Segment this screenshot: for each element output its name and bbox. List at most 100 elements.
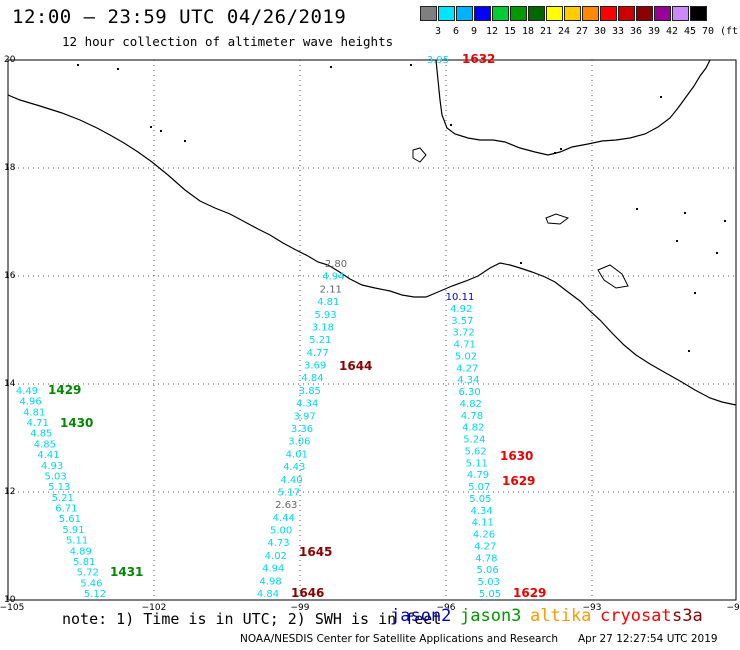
- scale-tick-label: 12: [485, 26, 499, 37]
- units-note: note: 1) Time is in UTC; 2) SWH is in fe…: [62, 610, 442, 628]
- track-c-wave-height: 4.82: [462, 423, 484, 434]
- page-title: 12:00 – 23:59 UTC 04/26/2019: [12, 6, 347, 28]
- scale-swatch: [600, 6, 617, 21]
- track-c-wave-height: 4.82: [460, 399, 482, 410]
- pass-time-label: 1629: [513, 586, 546, 600]
- track-b-wave-height: 2.80: [325, 259, 347, 270]
- coast-speck: [660, 96, 662, 98]
- scale-swatch: [690, 6, 707, 21]
- longitude-label: −96: [437, 603, 456, 613]
- track-a-wave-height: 5.11: [66, 536, 88, 547]
- scale-tick-label: 39: [647, 26, 661, 37]
- coast-speck: [117, 68, 119, 70]
- track-c-wave-height: 4.71: [454, 340, 476, 351]
- pass-time-label: 1644: [339, 359, 372, 373]
- track-c-wave-height: 5.02: [455, 351, 477, 362]
- coast-speck: [160, 130, 162, 132]
- pass-time-label: 1430: [60, 416, 93, 430]
- track-a-wave-height: 5.81: [73, 557, 95, 568]
- latitude-label: 20: [4, 55, 16, 65]
- coast-speck: [636, 208, 638, 210]
- coast-small-features: [77, 64, 726, 352]
- pass-time-label: 1431: [110, 565, 143, 579]
- longitude-label: −102: [142, 603, 167, 613]
- scale-unit: (ft): [720, 26, 740, 37]
- scale-swatch: [618, 6, 635, 21]
- coast-speck: [724, 220, 726, 222]
- scale-swatch: [636, 6, 653, 21]
- track-b-wave-height: 4.44: [273, 513, 295, 524]
- pass-time-label: 1646: [291, 586, 324, 600]
- track-b-wave-height: 4.01: [286, 449, 308, 460]
- track-c-wave-height: 4.11: [472, 518, 494, 529]
- scale-tick-label: 9: [470, 26, 478, 37]
- track-a-wave-height: 4.71: [27, 418, 49, 429]
- track-a-wave-height: 4.96: [19, 397, 41, 408]
- track-a-wave-height: 5.46: [80, 578, 102, 589]
- track-c-wave-height: 5.05: [469, 494, 491, 505]
- track-b-wave-height: 3.69: [304, 361, 326, 372]
- track-c-wave-height: 4.27: [456, 363, 478, 374]
- coast-speck: [676, 240, 678, 242]
- credit-line: NOAA/NESDIS Center for Satellite Applica…: [240, 633, 558, 645]
- latitude-label: 14: [4, 379, 16, 389]
- coast-lake: [597, 264, 629, 289]
- track-a-wave-height: 5.12: [84, 589, 106, 600]
- track-c-wave-height: 5.06: [476, 565, 498, 576]
- coast-speck: [554, 152, 556, 154]
- track-a-wave-height: 6.71: [55, 504, 77, 515]
- scale-tick-label: 24: [557, 26, 571, 37]
- track-top-wave-height: 3.95: [427, 55, 449, 66]
- track-a-wave-height: 4.49: [16, 386, 38, 397]
- track-c-wave-height: 5.62: [464, 446, 486, 457]
- longitude-label: −93: [583, 603, 602, 613]
- track-c-wave-height: 6.30: [458, 387, 480, 398]
- track-a-wave-height: 4.85: [30, 429, 52, 440]
- latitude-label: 10: [4, 595, 16, 605]
- track-b-wave-height: 3.97: [293, 411, 315, 422]
- track-b-wave-height: 5.00: [270, 526, 292, 537]
- coast-speck: [684, 212, 686, 214]
- coast-speck: [694, 292, 696, 294]
- scale-swatch: [528, 6, 545, 21]
- track-c-wave-height: 5.03: [478, 577, 500, 588]
- track-b-wave-height: 3.85: [299, 386, 321, 397]
- track-b-wave-height: 4.94: [262, 564, 284, 575]
- track-b-wave-height: 3.06: [288, 437, 310, 448]
- latitude-label: 16: [4, 271, 16, 281]
- pass-time-label: 1632: [462, 52, 495, 66]
- track-c-wave-height: 4.78: [475, 553, 497, 564]
- coast-speck: [184, 140, 186, 142]
- track-b-wave-height: 4.84: [301, 373, 323, 384]
- track-b-wave-height: 4.98: [259, 576, 281, 587]
- track-c-wave-height: 3.57: [451, 316, 473, 327]
- axis-labels: −105 −102 −99 −96 −93 −90 20 18 16 14 12 10: [0, 55, 740, 613]
- track-b-wave-height: 5.93: [314, 310, 336, 321]
- track-b-wave-height: 3.18: [312, 323, 334, 334]
- longitude-label: −105: [0, 603, 24, 613]
- satellite-jason2: jason2: [390, 606, 452, 626]
- track-c-wave-height: 4.34: [470, 506, 492, 517]
- track-a-wave-height: 4.89: [70, 546, 92, 557]
- satellite-s3a: s3a: [672, 606, 703, 626]
- scale-tick-label: 18: [521, 26, 535, 37]
- track-a-wave-height: 4.81: [23, 407, 45, 418]
- pass-time-label: 1629: [502, 474, 535, 488]
- scale-swatch: [582, 6, 599, 21]
- scale-tick-label: 15: [503, 26, 517, 37]
- scale-tick-label: 36: [629, 26, 643, 37]
- satellite-jason3: jason3: [460, 606, 522, 626]
- track-a-wave-height: 4.93: [41, 461, 63, 472]
- graticule: [8, 60, 736, 600]
- track-c-wave-height: 5.07: [468, 482, 490, 493]
- latitude-label: 12: [4, 487, 15, 497]
- track-a-wave-height: 5.72: [77, 568, 99, 579]
- scale-tick-label: 3: [434, 26, 442, 37]
- page-subtitle: 12 hour collection of altimeter wave hei…: [62, 34, 394, 49]
- track-b-wave-height: 4.94: [322, 272, 344, 283]
- track-b-wave-height: 2.11: [320, 284, 342, 295]
- scale-swatch: [654, 6, 671, 21]
- track-c-wave-height: 10.11: [446, 292, 475, 303]
- track-b-wave-height: 4.73: [267, 538, 289, 549]
- scale-swatch: [510, 6, 527, 21]
